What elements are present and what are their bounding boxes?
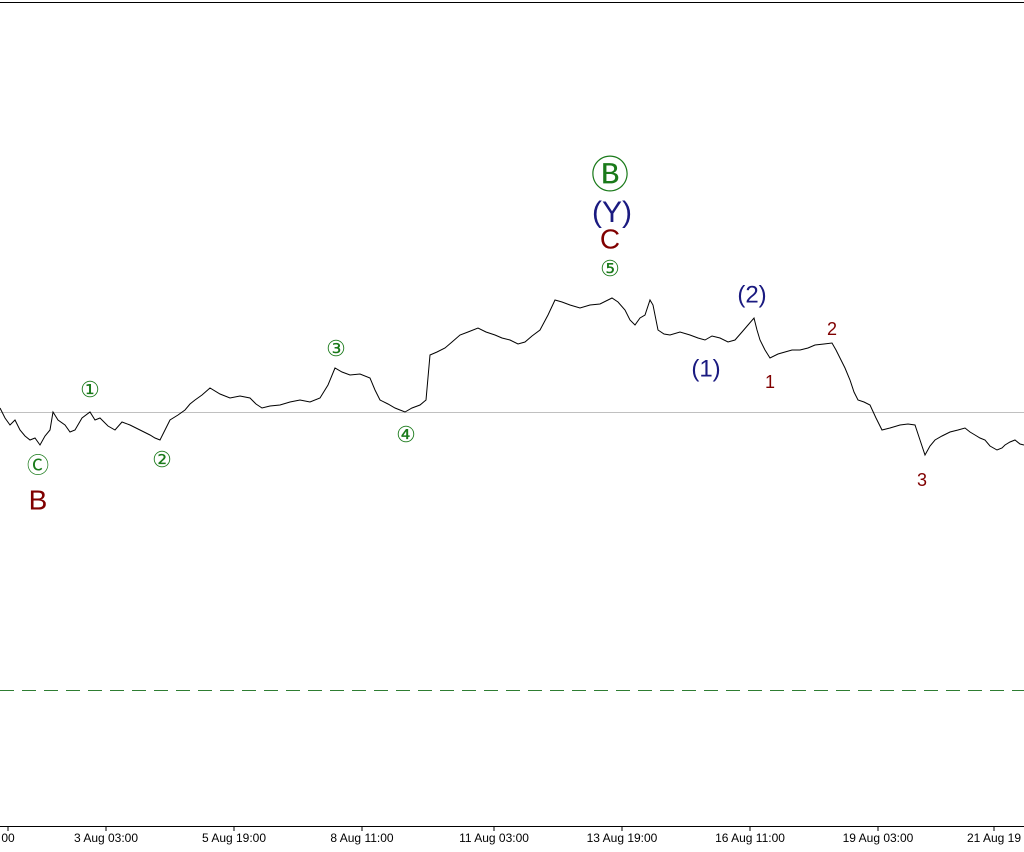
wave-label: B: [29, 484, 48, 515]
wave-label: ①: [80, 377, 100, 402]
wave-label: 1: [765, 372, 775, 392]
wave-label: (Y): [592, 196, 632, 229]
wave-label: (1): [691, 355, 720, 382]
x-tick-label: 00: [1, 831, 15, 845]
wave-label: ③: [326, 336, 346, 361]
wave-label: ②: [152, 447, 172, 472]
wave-label: 2: [827, 319, 837, 339]
wave-label: ⑤: [600, 256, 620, 281]
wave-label: (2): [737, 281, 766, 308]
x-tick-label: 21 Aug 19: [967, 831, 1021, 845]
wave-label: ④: [396, 422, 416, 447]
x-tick-label: 19 Aug 03:00: [843, 831, 914, 845]
x-tick-label: 3 Aug 03:00: [74, 831, 138, 845]
wave-label: 3: [917, 470, 927, 490]
x-tick-label: 5 Aug 19:00: [202, 831, 266, 845]
x-tick-label: 13 Aug 19:00: [587, 831, 658, 845]
wave-label: Ⓒ: [27, 453, 49, 478]
x-tick-label: 11 Aug 03:00: [459, 831, 529, 845]
wave-label: C: [600, 223, 620, 254]
price-trace: [0, 297, 1024, 457]
wave-label: Ⓑ: [591, 155, 629, 197]
x-tick-label: 16 Aug 11:00: [715, 831, 785, 845]
x-tick-label: 8 Aug 11:00: [330, 831, 393, 845]
